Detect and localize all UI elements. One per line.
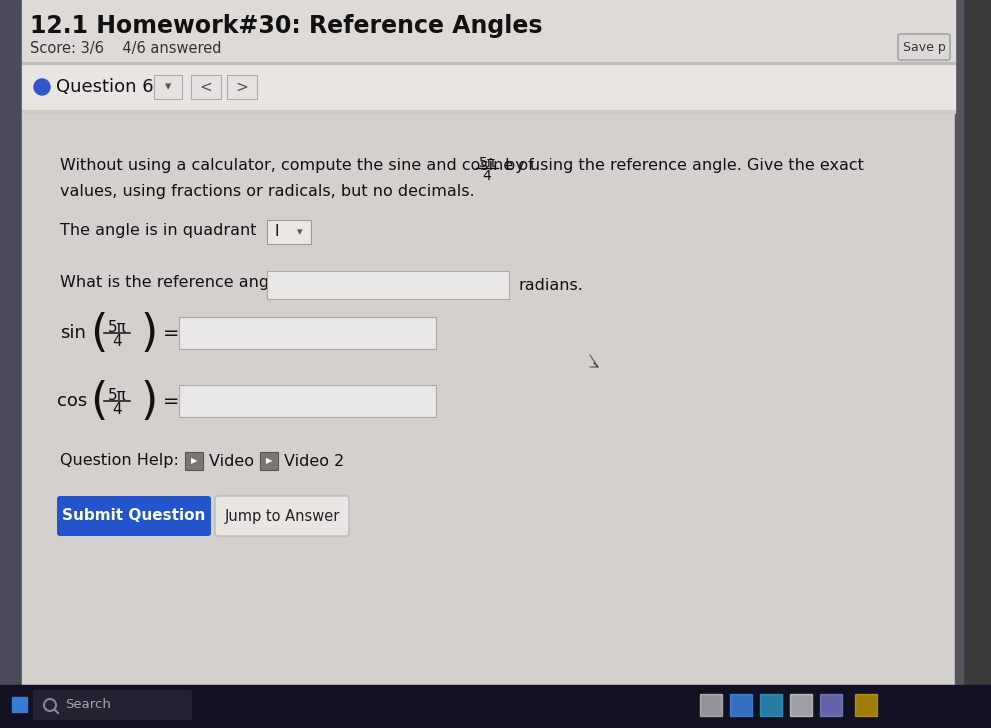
Text: 4: 4 <box>112 402 122 417</box>
FancyBboxPatch shape <box>179 385 436 417</box>
Text: (: ( <box>90 379 107 422</box>
Text: 4: 4 <box>483 169 492 183</box>
FancyBboxPatch shape <box>191 75 221 99</box>
Text: 5π: 5π <box>108 388 127 403</box>
Bar <box>955 0 963 728</box>
FancyBboxPatch shape <box>185 452 203 470</box>
Text: ▾: ▾ <box>165 81 171 93</box>
FancyBboxPatch shape <box>267 271 509 299</box>
Text: ▶: ▶ <box>190 456 197 465</box>
FancyBboxPatch shape <box>57 496 211 536</box>
Text: <: < <box>199 79 212 95</box>
Text: >: > <box>236 79 249 95</box>
Text: Search: Search <box>65 698 111 711</box>
Text: sin: sin <box>60 324 86 342</box>
Text: 5π: 5π <box>479 156 496 170</box>
Text: values, using fractions or radicals, but no decimals.: values, using fractions or radicals, but… <box>60 184 475 199</box>
Bar <box>22 64 955 110</box>
Text: by using the reference angle. Give the exact: by using the reference angle. Give the e… <box>505 158 864 173</box>
Text: ▶: ▶ <box>266 456 273 465</box>
Text: ): ) <box>140 379 158 422</box>
FancyBboxPatch shape <box>260 452 278 470</box>
Bar <box>700 694 722 716</box>
Text: Question 6: Question 6 <box>56 78 154 96</box>
Bar <box>20 705 27 712</box>
Text: Question Help:: Question Help: <box>60 454 178 469</box>
FancyBboxPatch shape <box>898 34 950 60</box>
Bar <box>955 0 991 728</box>
Bar <box>12 697 19 704</box>
Text: Submit Question: Submit Question <box>62 508 206 523</box>
Text: Save p: Save p <box>903 41 945 53</box>
Text: Score: 3/6    4/6 answered: Score: 3/6 4/6 answered <box>30 41 222 56</box>
Bar <box>760 694 782 716</box>
Bar <box>22 112 955 685</box>
Text: ): ) <box>140 312 158 355</box>
FancyBboxPatch shape <box>179 317 436 349</box>
FancyBboxPatch shape <box>267 220 311 244</box>
Text: Video 2: Video 2 <box>284 454 344 469</box>
Bar <box>790 694 812 716</box>
FancyBboxPatch shape <box>227 75 257 99</box>
Bar <box>0 685 991 728</box>
FancyBboxPatch shape <box>154 75 182 99</box>
Text: ▾: ▾ <box>297 227 303 237</box>
Text: I: I <box>275 224 279 240</box>
Text: What is the reference angle?: What is the reference angle? <box>60 275 292 290</box>
Text: =: = <box>163 323 179 342</box>
Bar <box>12 705 19 712</box>
Bar <box>20 697 27 704</box>
FancyBboxPatch shape <box>215 496 349 536</box>
Bar <box>22 112 955 113</box>
Text: Jump to Answer: Jump to Answer <box>224 508 340 523</box>
Bar <box>0 0 22 728</box>
Circle shape <box>34 79 50 95</box>
Text: Video 1: Video 1 <box>209 454 270 469</box>
Text: 4: 4 <box>112 334 122 349</box>
Text: Without using a calculator, compute the sine and cosine of: Without using a calculator, compute the … <box>60 158 534 173</box>
Text: cos: cos <box>57 392 87 410</box>
FancyBboxPatch shape <box>33 690 192 720</box>
Bar <box>855 694 877 716</box>
Bar <box>22 0 955 62</box>
Text: radians.: radians. <box>518 277 583 293</box>
Bar <box>22 110 955 111</box>
Text: (: ( <box>90 312 107 355</box>
Text: 5π: 5π <box>108 320 127 335</box>
Text: 12.1 Homework#30: Reference Angles: 12.1 Homework#30: Reference Angles <box>30 14 542 38</box>
Bar <box>730 694 752 716</box>
Text: =: = <box>163 392 179 411</box>
Bar <box>820 694 842 716</box>
Bar <box>22 62 955 63</box>
Text: The angle is in quadrant: The angle is in quadrant <box>60 223 257 238</box>
